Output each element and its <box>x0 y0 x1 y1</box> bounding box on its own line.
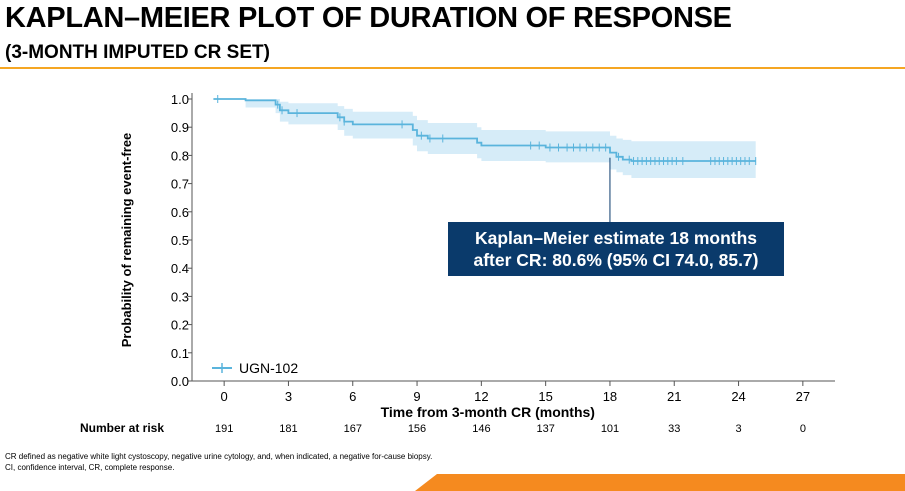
x-tick-label: 0 <box>221 389 228 404</box>
y-tick-label: 0.9 <box>171 120 189 135</box>
x-tick-label: 18 <box>603 389 617 404</box>
callout-line-2: after CR: 80.6% (95% CI 74.0, 85.7) <box>473 250 759 270</box>
x-tick-label: 6 <box>349 389 356 404</box>
risk-table-label: Number at risk <box>80 421 165 435</box>
x-tick-label: 12 <box>474 389 488 404</box>
callout-line-1: Kaplan–Meier estimate 18 months <box>474 228 758 248</box>
y-tick-label: 0.2 <box>171 318 189 333</box>
y-tick-label: 0.3 <box>171 289 189 304</box>
decorative-corner-band <box>415 474 905 491</box>
x-tick-label: 9 <box>413 389 420 404</box>
y-tick-label: 0.6 <box>171 205 189 220</box>
page-subtitle: (3-MONTH IMPUTED CR SET) <box>5 42 270 63</box>
risk-value: 0 <box>799 423 806 435</box>
y-tick-label: 0.1 <box>171 346 189 361</box>
risk-value: 137 <box>536 423 555 435</box>
y-tick-label: 0.7 <box>171 177 189 192</box>
x-tick-label: 15 <box>538 389 552 404</box>
risk-value: 146 <box>472 423 491 435</box>
km-estimate-callout: Kaplan–Meier estimate 18 months after CR… <box>448 222 784 276</box>
page-title: KAPLAN–MEIER PLOT OF DURATION OF RESPONS… <box>5 2 732 34</box>
x-tick-label: 3 <box>285 389 292 404</box>
risk-value: 33 <box>668 423 681 435</box>
footnote-cr-definition: CR defined as negative white light cysto… <box>5 452 433 461</box>
risk-value: 181 <box>279 423 298 435</box>
ci-band <box>213 99 756 178</box>
x-tick-label: 27 <box>796 389 810 404</box>
y-axis-title: Probability of remaining event-free <box>119 133 134 348</box>
risk-value: 191 <box>215 423 234 435</box>
y-tick-label: 1.0 <box>171 92 189 107</box>
x-tick-label: 24 <box>731 389 745 404</box>
y-tick-label: 0.5 <box>171 233 189 248</box>
x-tick-label: 21 <box>667 389 681 404</box>
risk-value: 156 <box>407 423 427 435</box>
title-divider <box>0 67 905 69</box>
footnote-abbreviations: CI, confidence interval, CR, complete re… <box>5 463 175 472</box>
y-tick-label: 0.4 <box>171 261 189 276</box>
km-curve-ugn-102 <box>213 98 756 162</box>
legend-label: UGN-102 <box>239 360 298 376</box>
risk-value: 167 <box>343 423 362 435</box>
y-tick-label: 0.8 <box>171 148 189 163</box>
x-axis-title: Time from 3-month CR (months) <box>381 404 595 420</box>
y-tick-label: 0.0 <box>171 374 189 389</box>
risk-value: 3 <box>735 423 742 435</box>
risk-value: 101 <box>600 423 620 435</box>
km-chart: 0.0 0.1 0.2 0.3 0.4 0.5 0.6 0.7 0.8 0.9 1.0 0 3 6 9 12 1… <box>119 92 835 420</box>
